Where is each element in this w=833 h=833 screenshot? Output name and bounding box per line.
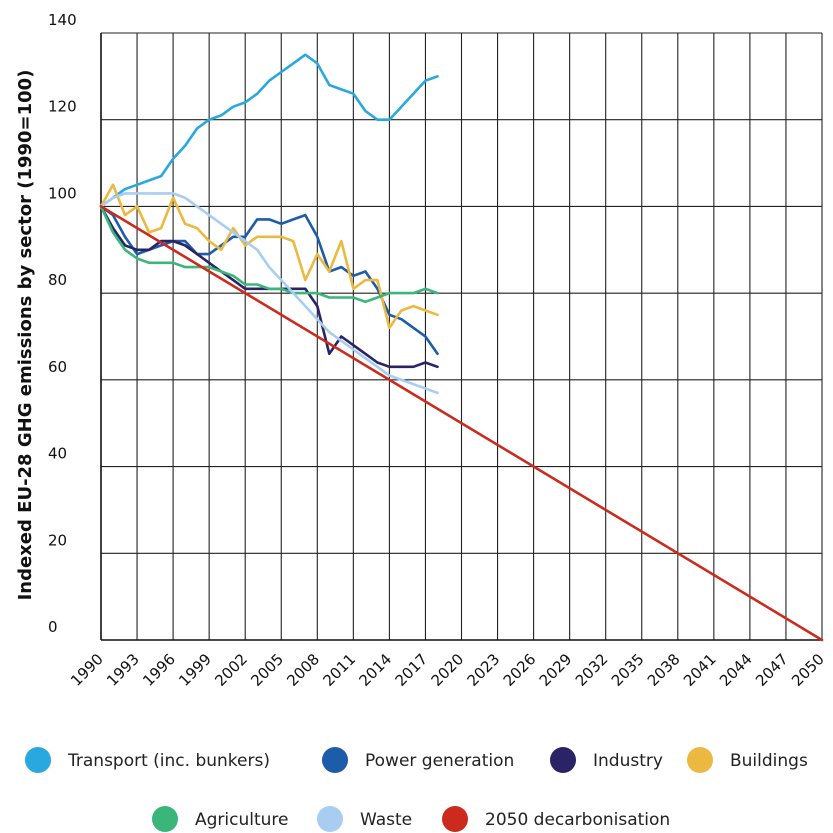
- x-tick-label: 2050: [788, 650, 828, 690]
- legend-label: Industry: [593, 751, 663, 771]
- legend-swatch: [317, 806, 343, 832]
- x-tick-label: 2023: [464, 650, 504, 690]
- legend-label: Waste: [360, 810, 412, 830]
- legend-swatch: [25, 747, 51, 773]
- y-tick-label: 20: [48, 531, 67, 549]
- x-tick-label: 2044: [716, 650, 756, 690]
- legend-swatch: [322, 747, 348, 773]
- x-tick-label: 2002: [211, 650, 251, 690]
- legend: Transport (inc. bunkers) Power generation…: [25, 747, 808, 832]
- legend-label: 2050 decarbonisation: [485, 810, 670, 830]
- x-tick-label: 1990: [67, 650, 107, 690]
- legend-item-power-generation: Power generation: [322, 747, 514, 773]
- legend-label: Agriculture: [195, 810, 289, 830]
- x-tick-label: 2035: [608, 650, 648, 690]
- x-tick-labels: 1990199319961999200220052008201120142017…: [67, 650, 828, 690]
- x-tick-label: 2047: [752, 650, 792, 690]
- x-tick-label: 2017: [392, 650, 432, 690]
- y-tick-labels: 0 20 40 60 80 100 120 140: [48, 11, 77, 636]
- x-tick-label: 1996: [139, 650, 179, 690]
- legend-label: Buildings: [730, 751, 808, 771]
- x-tick-label: 2005: [247, 650, 287, 690]
- legend-swatch: [442, 806, 468, 832]
- legend-swatch: [550, 747, 576, 773]
- legend-label: Power generation: [365, 751, 514, 771]
- axes: [100, 33, 822, 641]
- grid: [101, 32, 823, 640]
- x-tick-label: 2038: [644, 650, 684, 690]
- y-tick-label: 100: [48, 184, 77, 202]
- x-tick-label: 2020: [428, 650, 468, 690]
- x-tick-label: 2011: [319, 650, 359, 690]
- y-tick-label: 0: [48, 618, 58, 636]
- x-tick-label: 2041: [680, 650, 720, 690]
- legend-swatch: [152, 806, 178, 832]
- legend-item-2050-decarbonisation: 2050 decarbonisation: [442, 806, 670, 832]
- x-tick-label: 2026: [500, 650, 540, 690]
- x-tick-label: 2008: [283, 650, 323, 690]
- series-line-agriculture: [99, 205, 439, 304]
- y-tick-label: 80: [48, 271, 67, 289]
- series-line-transport-inc-bunkers: [99, 53, 439, 208]
- legend-item-waste: Waste: [317, 806, 412, 832]
- x-tick-label: 1993: [103, 650, 143, 690]
- x-tick-label: 2029: [536, 650, 576, 690]
- legend-item-agriculture: Agriculture: [152, 806, 289, 832]
- series-line-2050-decarbonisation: [99, 205, 824, 642]
- legend-item-transport-inc-bunkers: Transport (inc. bunkers): [25, 747, 270, 773]
- y-axis-title: Indexed EU-28 GHG emissions by sector (1…: [15, 70, 36, 601]
- x-tick-label: 2014: [355, 650, 395, 690]
- legend-item-buildings: Buildings: [687, 747, 808, 773]
- y-tick-label: 120: [48, 98, 77, 116]
- y-tick-label: 140: [48, 11, 77, 29]
- legend-item-industry: Industry: [550, 747, 663, 773]
- y-tick-label: 40: [48, 445, 67, 463]
- series-line-waste: [99, 192, 439, 395]
- legend-swatch: [687, 747, 713, 773]
- x-tick-label: 2032: [572, 650, 612, 690]
- y-tick-label: 60: [48, 358, 67, 376]
- series-line-power-generation: [99, 205, 439, 356]
- legend-label: Transport (inc. bunkers): [67, 751, 270, 771]
- series-lines: [99, 53, 824, 642]
- x-tick-label: 1999: [175, 650, 215, 690]
